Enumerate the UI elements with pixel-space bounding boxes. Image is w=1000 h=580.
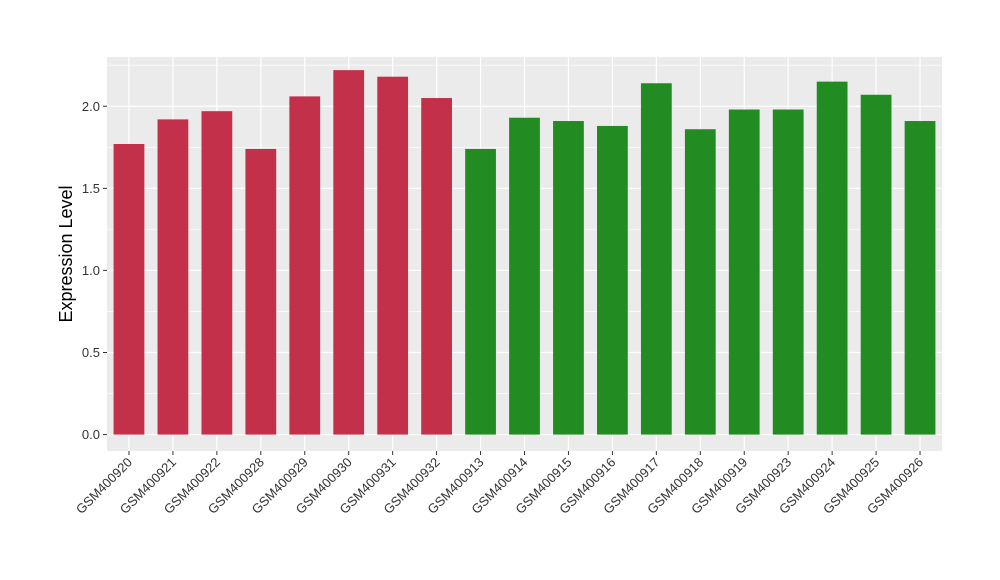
bar-GSM400922	[201, 111, 233, 435]
bar-GSM400918	[684, 129, 716, 435]
bar-GSM400916	[597, 125, 628, 435]
bar-GSM400914	[509, 117, 540, 435]
y-tick-label: 1.5	[82, 181, 100, 196]
bar-GSM400917	[640, 83, 672, 435]
bar-GSM400926	[904, 121, 936, 435]
bar-GSM400928	[245, 148, 277, 435]
bar-GSM400930	[333, 70, 365, 435]
y-tick-label: 0.0	[82, 427, 100, 442]
x-axis: GSM400920GSM400921GSM400922GSM400928GSM4…	[73, 451, 926, 517]
bar-GSM400932	[421, 98, 452, 435]
bar-GSM400921	[157, 119, 189, 435]
bar-GSM400931	[377, 76, 409, 435]
bar-GSM400919	[728, 109, 760, 435]
bar-GSM400915	[553, 121, 584, 435]
y-tick-label: 1.0	[82, 263, 100, 278]
y-axis: 0.0 0.5 1.0 1.5 2.0	[82, 99, 107, 442]
y-tick-label: 0.5	[82, 345, 100, 360]
bar-GSM400913	[465, 148, 496, 435]
bar-GSM400929	[289, 96, 321, 435]
bar-GSM400924	[816, 81, 848, 435]
bars	[113, 70, 936, 435]
y-tick-label: 2.0	[82, 99, 100, 114]
y-axis-title: Expression Level	[56, 185, 76, 322]
bar-GSM400920	[113, 144, 145, 435]
bar-GSM400925	[860, 94, 892, 435]
bar-GSM400923	[772, 109, 804, 435]
